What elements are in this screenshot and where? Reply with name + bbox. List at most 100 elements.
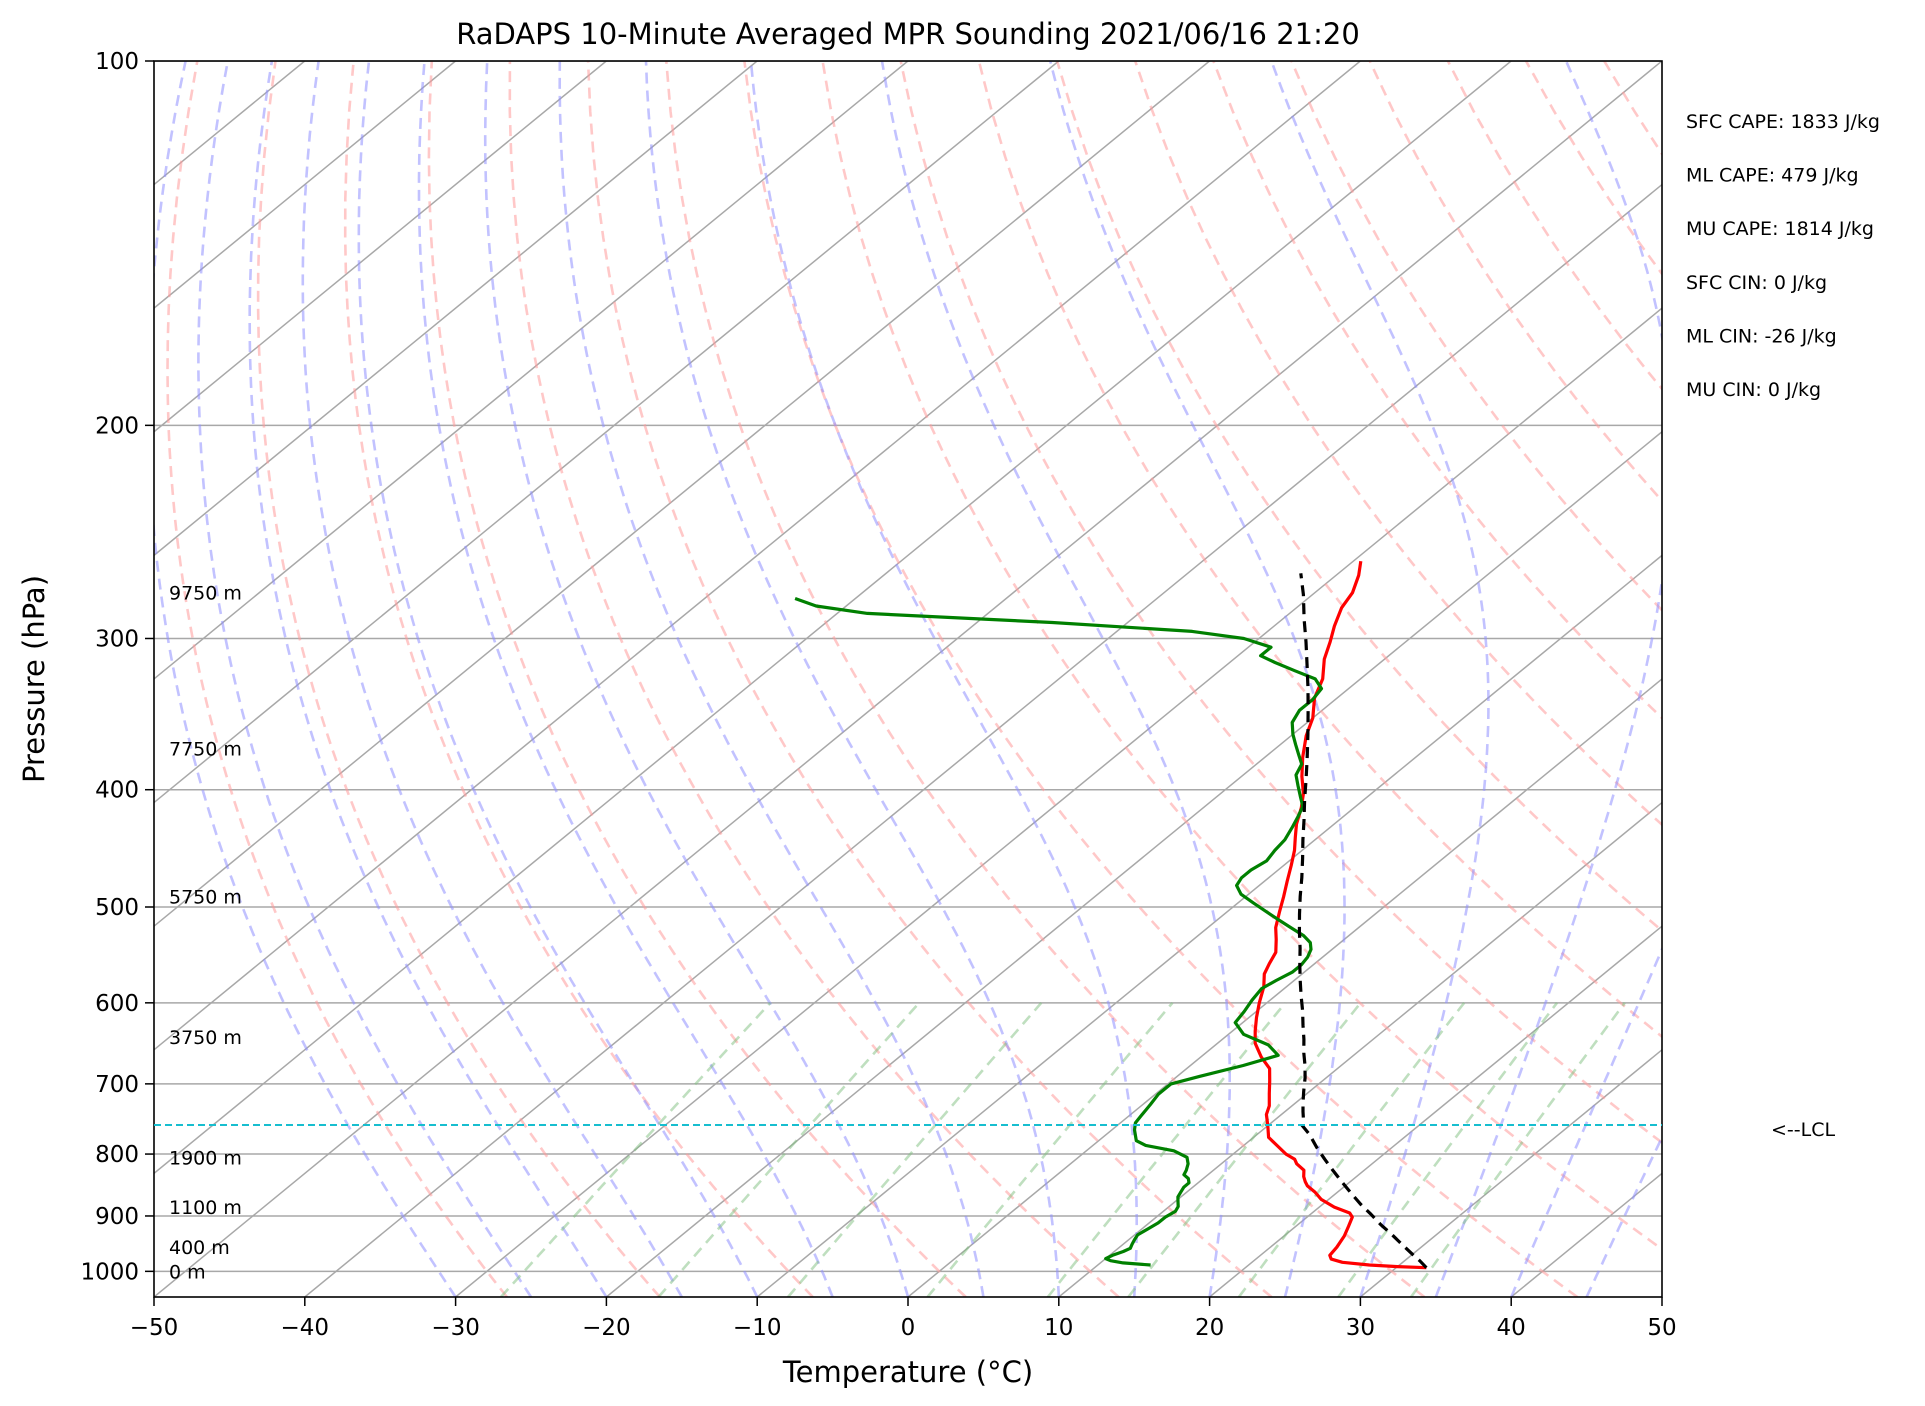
x-tick-label: 0 (901, 1315, 916, 1341)
x-tick-label: −50 (130, 1315, 179, 1341)
isotherm-line (455, 307, 1662, 1297)
dry-adiabat (1290, 61, 1662, 613)
dry-adiabat (665, 61, 1426, 1297)
moist-adiabat (417, 61, 834, 1297)
x-tick-label: −20 (582, 1315, 631, 1341)
y-tick-label: 600 (95, 991, 139, 1017)
mixing-ratio-line (657, 1001, 921, 1297)
y-tick-label: 500 (95, 895, 139, 921)
y-axis: 1000 900 800 700 600 500 400 300 200 100 (80, 49, 154, 1285)
x-tick-label: 50 (1647, 1315, 1676, 1341)
dry-adiabat (1917, 61, 1925, 1297)
series-line-1 (794, 596, 1324, 1267)
dry-adiabat (427, 61, 967, 1297)
moist-adiabat (558, 61, 985, 1297)
isotherm-line (154, 61, 1060, 804)
isotherm-line (1209, 925, 1662, 1297)
mixing-ratio-line (1046, 1001, 1287, 1297)
moist-adiabat (1585, 1134, 1662, 1297)
isotherm-line (154, 61, 1662, 1297)
y-tick-label: 100 (95, 49, 139, 75)
index-text: ML CIN: -26 J/kg (1686, 325, 1837, 347)
dry-adiabat (1212, 61, 1662, 720)
isotherm-line (154, 61, 1361, 1051)
x-tick-label: 20 (1195, 1315, 1224, 1341)
y-tick-label: 800 (95, 1142, 139, 1168)
x-tick-label: 40 (1497, 1315, 1526, 1341)
series-line-0 (1253, 560, 1427, 1270)
isotherm-line (605, 430, 1662, 1297)
moist-adiabat (1434, 61, 1662, 1297)
height-label: 1900 m (169, 1147, 242, 1169)
y-tick-label: 700 (95, 1072, 139, 1098)
isotherm-line (1661, 1296, 1662, 1297)
index-text: ML CAPE: 479 J/kg (1686, 165, 1859, 187)
isotherm-line (907, 677, 1662, 1297)
lcl-marker: <--LCL (154, 1119, 1835, 1141)
x-axis-label: Temperature (°C) (782, 1355, 1033, 1389)
mixing-ratio-line (926, 1001, 1174, 1297)
height-label: 0 m (169, 1261, 206, 1283)
mixing-ratio-line (1127, 1001, 1362, 1297)
x-axis: −50 −40 −30 −20 −10 0 10 20 30 40 50 (130, 1297, 1677, 1341)
y-axis-label: Pressure (hPa) (17, 575, 51, 783)
dry-adiabat (1839, 61, 1925, 1297)
height-label: 7750 m (169, 739, 242, 761)
dry-adiabat (256, 61, 661, 1297)
index-text: SFC CAPE: 1833 J/kg (1686, 111, 1880, 133)
x-tick-label: 10 (1044, 1315, 1073, 1341)
height-label: 3750 m (169, 1027, 242, 1049)
isotherm-line (154, 61, 758, 557)
index-text: MU CAPE: 1814 J/kg (1686, 218, 1874, 240)
isotherm-line (1058, 801, 1662, 1297)
x-tick-label: −30 (431, 1315, 480, 1341)
dry-adiabat (1761, 61, 1925, 1297)
mixing-ratio-line (499, 1001, 772, 1297)
moist-adiabat (880, 61, 1231, 1297)
y-tick-label: 200 (95, 413, 139, 439)
dry-adiabat (1603, 61, 1662, 157)
index-text: SFC CIN: 0 J/kg (1686, 272, 1827, 294)
y-tick-label: 1000 (80, 1259, 139, 1285)
moist-adiabat (301, 61, 683, 1297)
series-layer (794, 560, 1428, 1270)
isotherm-line (154, 61, 1512, 1175)
chart-title: RaDAPS 10-Minute Averaged MPR Sounding 2… (456, 17, 1360, 51)
mixing-ratio-line (1237, 1001, 1466, 1297)
dry-adiabat (343, 61, 814, 1297)
moist-adiabat (248, 61, 608, 1297)
isotherm-line (154, 61, 607, 433)
isotherm-line (756, 554, 1662, 1297)
dry-adiabat (586, 61, 1273, 1297)
moist-adiabat (197, 61, 533, 1297)
isotherm-line (154, 61, 909, 680)
moist-adiabat (483, 61, 910, 1297)
moist-adiabat (644, 61, 1061, 1297)
lcl-label: <--LCL (1771, 1119, 1835, 1141)
height-label: 1100 m (169, 1197, 242, 1219)
index-text: MU CIN: 0 J/kg (1686, 379, 1821, 401)
series-line-2 (1297, 573, 1428, 1269)
dry-adiabat (743, 61, 1579, 1297)
dry-adiabat (1446, 61, 1662, 391)
isotherm-line (1510, 1172, 1662, 1297)
isotherm-line (0, 61, 3, 1297)
stability-indices: SFC CAPE: 1833 J/kg ML CAPE: 479 J/kg MU C… (1686, 111, 1880, 401)
y-tick-label: 300 (95, 626, 139, 652)
isotherm-line (154, 61, 456, 310)
dry-adiabat (1682, 61, 1925, 1297)
x-tick-label: 30 (1346, 1315, 1375, 1341)
moist-adiabat (154, 61, 457, 1297)
dry-adiabat (821, 61, 1662, 1251)
mixing-ratio-line (787, 1001, 1043, 1297)
x-tick-label: −40 (281, 1315, 330, 1341)
dry-adiabat (166, 61, 509, 1297)
background-lines (0, 61, 1925, 1297)
x-tick-label: −10 (733, 1315, 782, 1341)
moist-adiabat (1510, 946, 1662, 1297)
dry-adiabat (508, 61, 1120, 1297)
y-tick-label: 400 (95, 778, 139, 804)
y-tick-label: 900 (95, 1204, 139, 1230)
